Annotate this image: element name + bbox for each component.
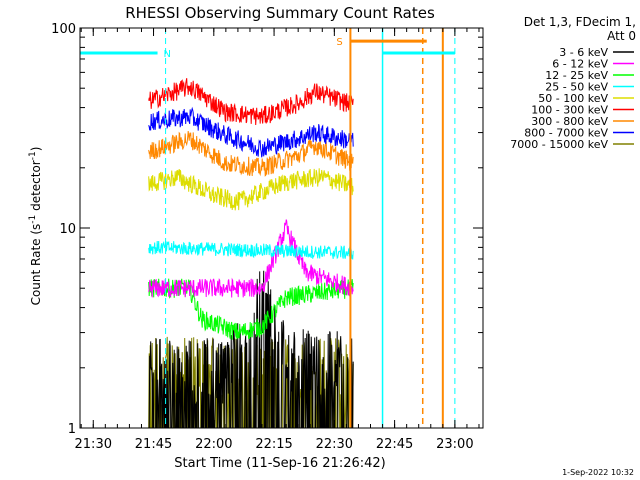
series-line: [148, 270, 354, 429]
legend-entry-label: 12 - 25 keV: [545, 69, 608, 82]
x-axis-label: Start Time (11-Sep-16 21:26:42): [174, 456, 385, 471]
legend-entry-label: 300 - 800 keV: [531, 115, 608, 128]
x-tick-label: 22:15: [255, 437, 292, 452]
legend-entry-label: 100 - 300 keV: [531, 104, 608, 117]
series-line: [148, 219, 354, 298]
legend-entry-label: 7000 - 15000 keV: [510, 138, 608, 151]
series-line: [148, 278, 354, 340]
generated-timestamp: 1-Sep-2022 10:32: [562, 468, 634, 477]
series-line: [148, 106, 354, 158]
x-tick-label: 22:30: [316, 437, 353, 452]
x-tick-label: 22:00: [195, 437, 232, 452]
series-line: [148, 130, 354, 177]
y-tick-label: 100: [51, 22, 76, 37]
legend-header: Att 0: [607, 29, 636, 43]
series-line: [148, 240, 354, 260]
x-tick-label: 21:45: [135, 437, 172, 452]
legend-entry-label: 3 - 6 keV: [559, 46, 608, 59]
y-axis-label: Count Rate (s-1 detector-1): [28, 147, 43, 306]
x-tick-label: 23:00: [436, 437, 473, 452]
x-tick-label: 22:45: [376, 437, 413, 452]
legend-entry-label: 25 - 50 keV: [545, 81, 608, 94]
legend-entry-label: 6 - 12 keV: [552, 58, 608, 71]
series-line: [148, 168, 354, 211]
y-tick-label: 10: [59, 222, 76, 237]
y-tick-label: 1: [68, 422, 76, 437]
saa-label: S: [336, 37, 342, 48]
legend-entry-label: 50 - 100 keV: [538, 92, 608, 105]
legend-header: Det 1,3, FDecim 1,: [524, 15, 636, 29]
night-label: N: [164, 49, 171, 60]
series-line: [148, 78, 354, 126]
legend-entry-label: 800 - 7000 keV: [524, 127, 608, 140]
x-tick-label: 21:30: [75, 437, 112, 452]
chart-title: RHESSI Observing Summary Count Rates: [125, 4, 435, 22]
